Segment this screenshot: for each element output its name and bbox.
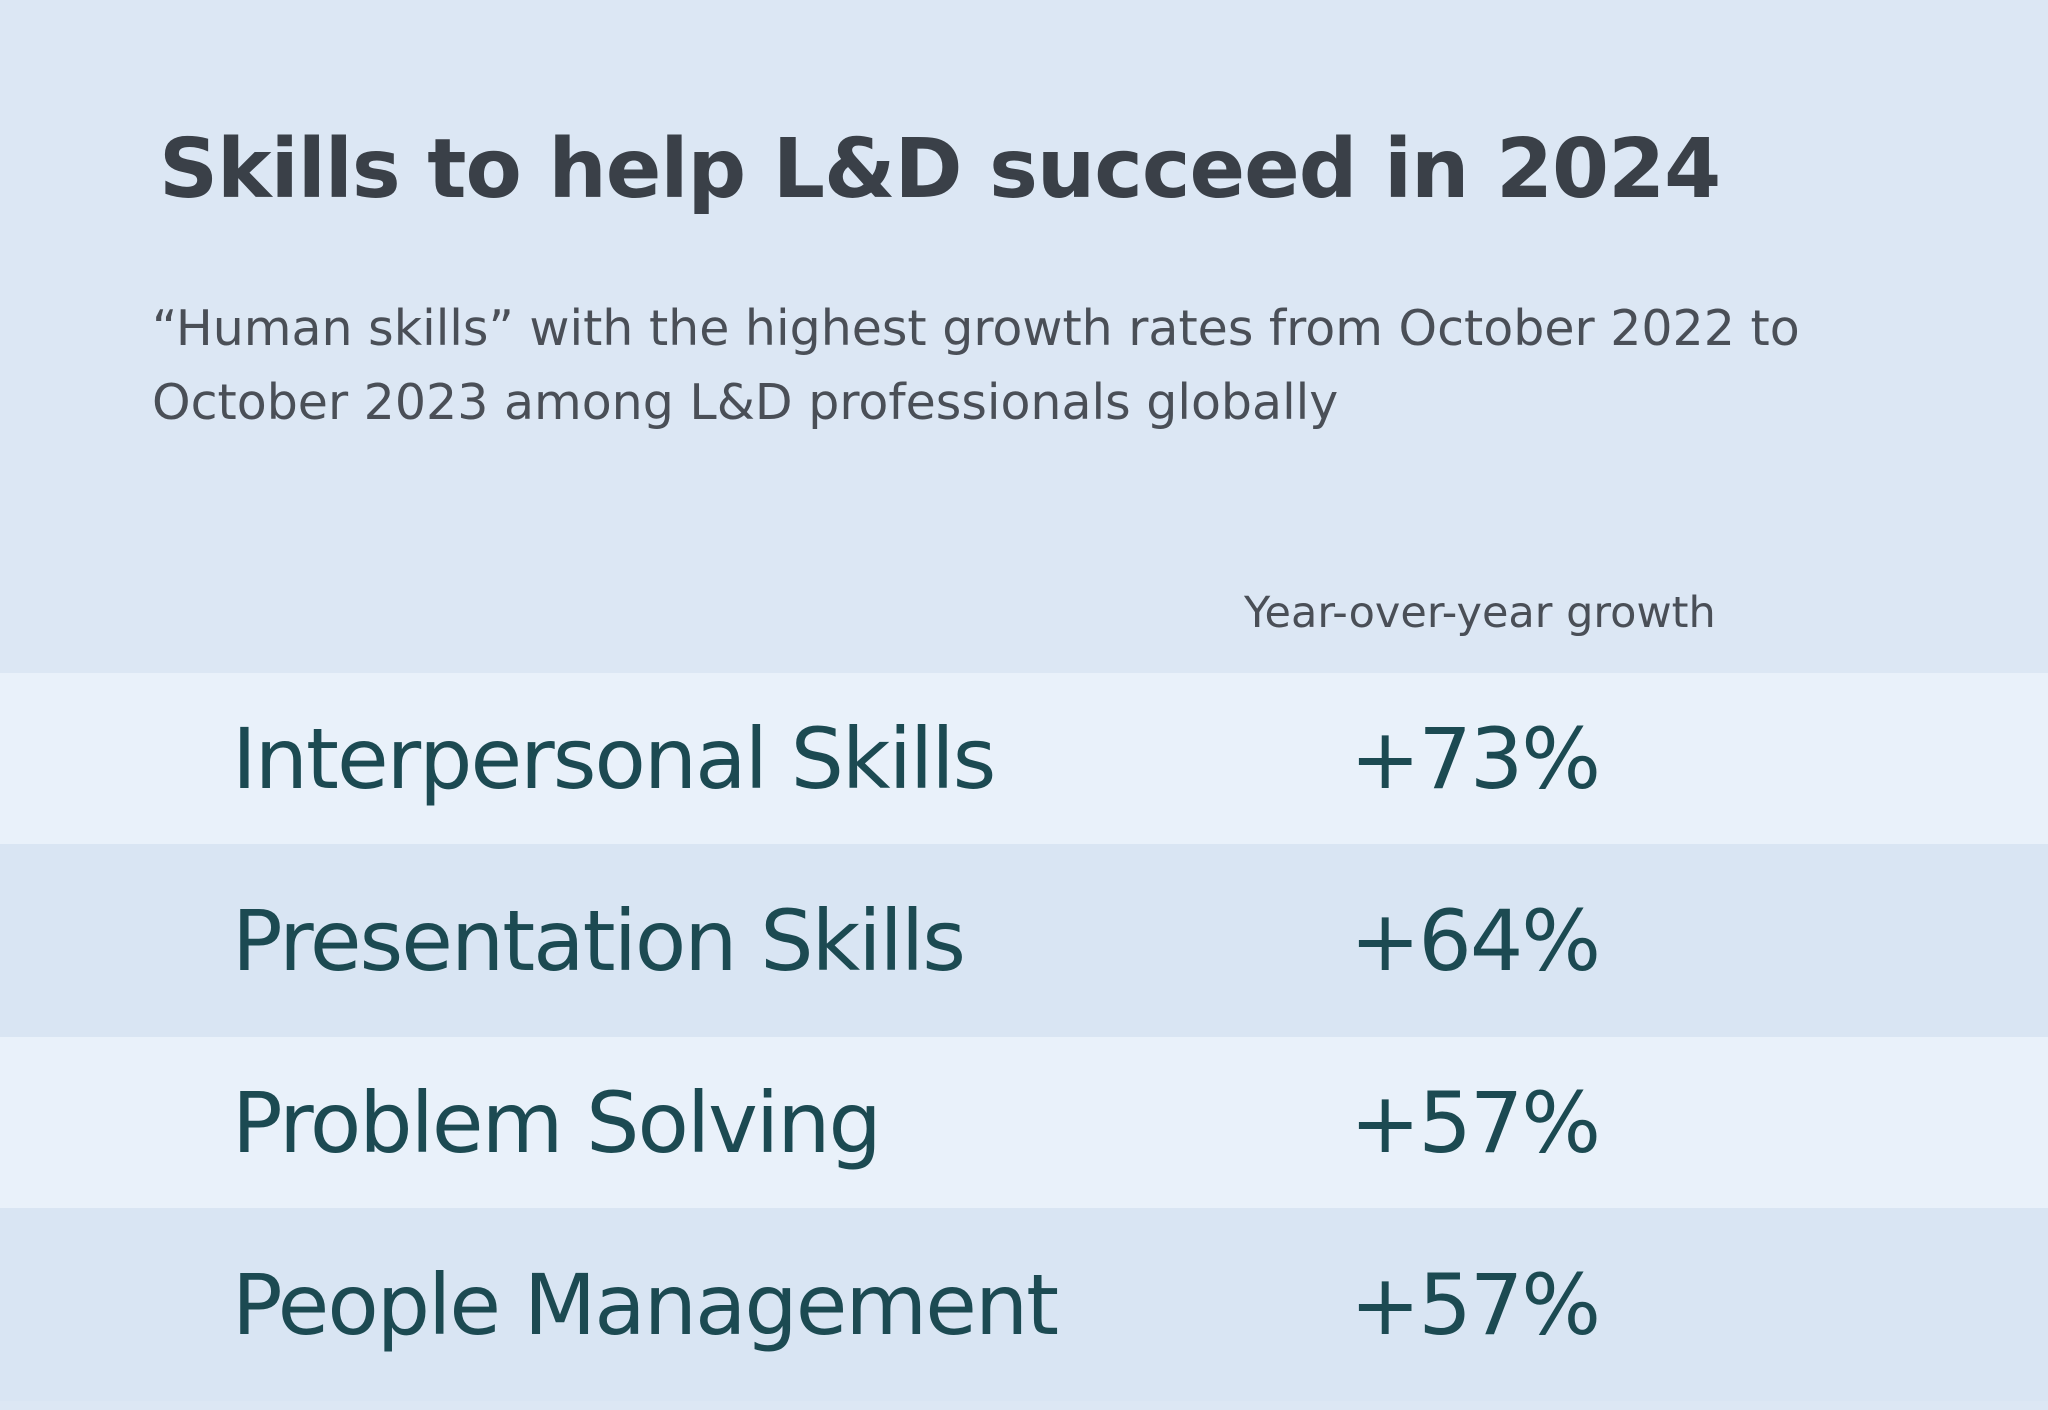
- skill-label: Problem Solving: [232, 1073, 882, 1172]
- growth-value: +57%: [1350, 1073, 1601, 1172]
- growth-value: +73%: [1350, 709, 1601, 808]
- skills-table: Interpersonal Skills +73% Presentation S…: [0, 673, 2048, 1401]
- table-row: Interpersonal Skills +73%: [0, 673, 2048, 844]
- growth-column-header: Year-over-year growth: [1244, 588, 1716, 638]
- skill-label: Presentation Skills: [232, 891, 966, 990]
- skill-label: Interpersonal Skills: [232, 709, 996, 808]
- table-row: People Management +57%: [0, 1208, 2048, 1401]
- chart-subtitle: “Human skills” with the highest growth r…: [152, 300, 1800, 431]
- skill-label: People Management: [232, 1255, 1059, 1354]
- table-row: Presentation Skills +64%: [0, 844, 2048, 1037]
- chart-title: Skills to help L&D succeed in 2024: [159, 122, 1721, 217]
- table-row: Problem Solving +57%: [0, 1037, 2048, 1208]
- growth-value: +57%: [1350, 1255, 1601, 1354]
- growth-value: +64%: [1350, 891, 1601, 990]
